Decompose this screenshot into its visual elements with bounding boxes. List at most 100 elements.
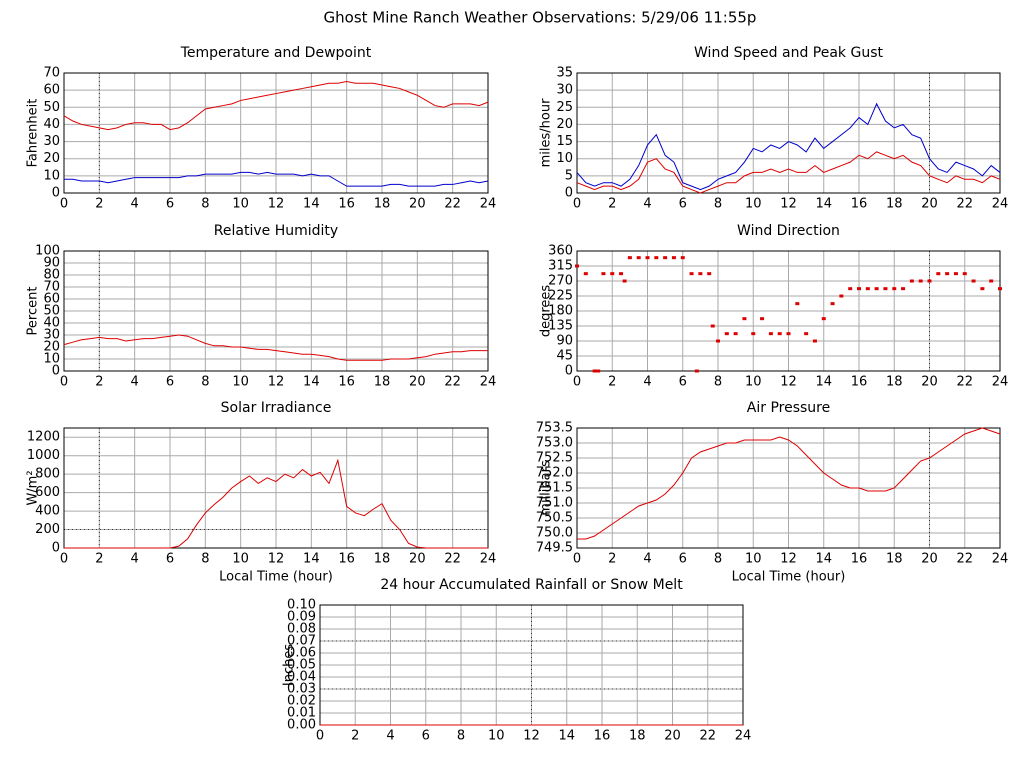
y-axis-label: W/m² xyxy=(26,470,41,505)
data-point xyxy=(680,256,685,260)
x-tick-label: 2 xyxy=(608,552,616,567)
data-point xyxy=(865,287,870,291)
data-point xyxy=(857,287,861,291)
x-tick-label: 22 xyxy=(699,729,716,744)
y-tick-label: 0.06 xyxy=(287,646,316,661)
data-point xyxy=(610,272,615,276)
x-tick-label: 0 xyxy=(60,375,68,390)
data-point xyxy=(830,302,835,306)
x-tick-label: 6 xyxy=(422,729,430,744)
x-tick-label: 18 xyxy=(374,197,391,212)
chart-title: Wind Speed and Peak Gust xyxy=(694,45,883,61)
x-tick-label: 10 xyxy=(745,552,762,567)
data-point xyxy=(839,294,844,298)
x-tick-label: 18 xyxy=(886,552,903,567)
y-tick-label: 30 xyxy=(556,83,573,98)
x-tick-label: 18 xyxy=(886,197,903,212)
chart-title: Relative Humidity xyxy=(214,223,338,239)
data-point xyxy=(575,264,579,268)
y-tick-label: 0.07 xyxy=(287,634,316,649)
page-title: Ghost Mine Ranch Weather Observations: 5… xyxy=(324,9,757,27)
data-line xyxy=(63,334,488,361)
x-tick-label: 8 xyxy=(714,197,722,212)
data-point xyxy=(971,279,976,283)
y-tick-label: 40 xyxy=(43,316,60,331)
data-point xyxy=(592,369,597,373)
y-tick-label: 45 xyxy=(556,349,573,364)
data-point xyxy=(848,287,853,291)
x-tick-label: 12 xyxy=(780,197,797,212)
y-axis-label: Inches xyxy=(282,644,297,686)
y-tick-label: 753.5 xyxy=(536,421,573,436)
data-point xyxy=(694,369,699,373)
x-tick-label: 0 xyxy=(573,375,581,390)
data-point xyxy=(945,272,950,276)
y-axis-label: Fahrenheit xyxy=(26,99,41,168)
x-tick-label: 20 xyxy=(409,552,426,567)
y-axis-label: degrees xyxy=(539,285,554,338)
y-tick-label: 750.0 xyxy=(536,526,573,541)
data-point xyxy=(804,332,809,336)
x-tick-label: 18 xyxy=(374,375,391,390)
y-axis-label: Percent xyxy=(26,287,41,336)
y-tick-label: 70 xyxy=(43,66,60,81)
data-point xyxy=(716,339,720,343)
y-tick-label: 360 xyxy=(548,244,573,259)
chart-title: Temperature and Dewpoint xyxy=(180,45,372,61)
x-tick-label: 20 xyxy=(921,552,938,567)
data-point xyxy=(953,272,958,276)
x-tick-label: 6 xyxy=(166,375,174,390)
y-tick-label: 100 xyxy=(35,244,60,259)
data-point xyxy=(733,332,738,336)
chart-panel: Temperature and DewpointFahrenheit010203… xyxy=(26,45,497,212)
chart-title: Wind Direction xyxy=(737,223,840,239)
x-tick-label: 22 xyxy=(444,552,461,567)
data-point xyxy=(689,272,694,276)
y-tick-label: 80 xyxy=(43,268,60,283)
data-point xyxy=(671,256,676,260)
x-tick-label: 0 xyxy=(573,197,581,212)
x-tick-label: 2 xyxy=(608,375,616,390)
y-tick-label: 752.5 xyxy=(536,451,573,466)
x-tick-label: 12 xyxy=(268,197,285,212)
data-line xyxy=(64,171,489,187)
x-tick-label: 22 xyxy=(444,197,461,212)
x-tick-label: 0 xyxy=(573,552,581,567)
x-tick-label: 10 xyxy=(488,729,505,744)
x-tick-label: 22 xyxy=(956,552,973,567)
x-tick-label: 0 xyxy=(60,197,68,212)
chart-panel: 24 hour Accumulated Rainfall or Snow Mel… xyxy=(282,577,752,744)
x-tick-label: 0 xyxy=(60,552,68,567)
y-tick-label: 270 xyxy=(548,274,573,289)
y-tick-label: 0.03 xyxy=(287,682,316,697)
y-tick-label: 50 xyxy=(43,304,60,319)
x-tick-label: 12 xyxy=(523,729,540,744)
x-tick-label: 8 xyxy=(457,729,465,744)
x-tick-label: 16 xyxy=(338,375,355,390)
x-tick-label: 6 xyxy=(166,552,174,567)
data-point xyxy=(998,287,1002,291)
y-tick-label: 40 xyxy=(43,117,60,132)
data-point xyxy=(768,332,773,336)
data-line xyxy=(577,427,1001,540)
x-tick-label: 8 xyxy=(714,375,722,390)
x-tick-label: 14 xyxy=(558,729,575,744)
data-point xyxy=(760,317,765,321)
x-tick-label: 12 xyxy=(780,375,797,390)
data-point xyxy=(707,272,712,276)
y-tick-label: 180 xyxy=(548,304,573,319)
y-tick-label: 60 xyxy=(43,83,60,98)
data-point xyxy=(596,369,601,373)
x-tick-label: 4 xyxy=(131,552,139,567)
x-tick-label: 18 xyxy=(629,729,646,744)
y-tick-label: 10 xyxy=(556,151,573,166)
x-tick-label: 22 xyxy=(444,375,461,390)
chart-panel: Relative HumidityPercent0102030405060708… xyxy=(26,223,497,390)
y-tick-label: 0.05 xyxy=(287,658,316,673)
data-point xyxy=(795,302,800,306)
y-tick-label: 35 xyxy=(556,66,573,81)
y-tick-label: 750.5 xyxy=(536,511,573,526)
y-tick-label: 0 xyxy=(52,186,60,201)
y-tick-label: 50 xyxy=(43,100,60,115)
x-axis-label: Local Time (hour) xyxy=(732,570,846,585)
